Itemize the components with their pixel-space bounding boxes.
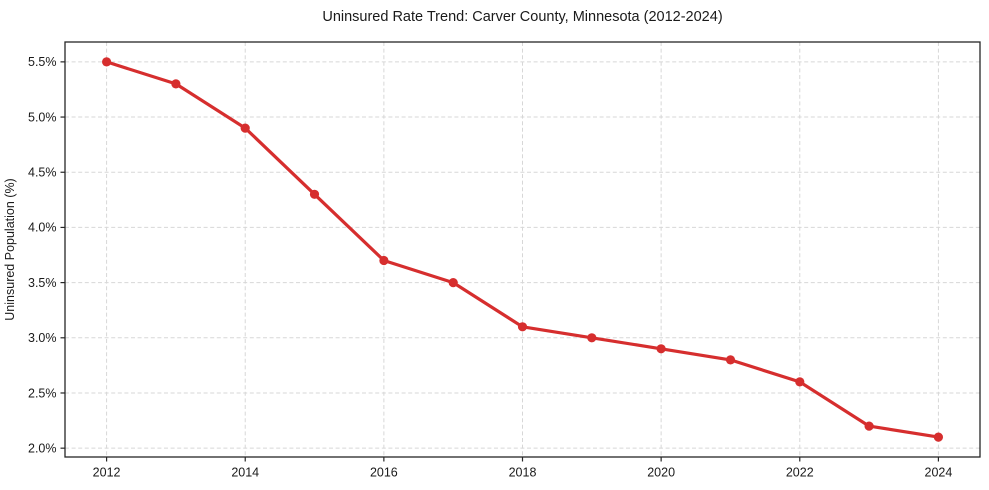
data-point <box>933 432 944 442</box>
x-tick-label: 2018 <box>509 466 537 480</box>
y-tick-label: 4.5% <box>28 166 57 180</box>
data-point <box>795 377 805 387</box>
data-point <box>448 278 458 288</box>
data-point <box>587 333 597 343</box>
grid-layer <box>65 42 980 457</box>
y-axis-title: Uninsured Population (%) <box>3 178 17 320</box>
data-point <box>725 355 736 365</box>
data-point <box>171 79 181 89</box>
y-tick-label: 3.5% <box>28 276 57 290</box>
y-tick-label: 4.0% <box>28 221 57 235</box>
data-point <box>309 189 320 199</box>
data-point <box>379 255 389 266</box>
data-point <box>517 322 528 332</box>
y-tick-label: 2.5% <box>28 386 57 400</box>
x-tick-label: 2024 <box>925 466 953 480</box>
data-point <box>656 344 666 354</box>
y-tick-label: 5.0% <box>28 110 57 124</box>
data-point <box>864 421 874 431</box>
x-tick-label: 2022 <box>786 466 814 480</box>
axes-layer: 2.0% 2.5% 3.0% 3.5% 4.0% 4.5% 5.0% 5.5% 2012 2014… <box>28 41 981 480</box>
data-point <box>102 57 112 67</box>
chart-title: Uninsured Rate Trend: Carver County, Min… <box>322 9 722 25</box>
y-tick-label: 2.0% <box>28 441 57 455</box>
x-tick-label: 2012 <box>93 466 121 480</box>
data-point <box>240 123 250 133</box>
y-tick-label: 3.0% <box>28 331 57 345</box>
x-tick-label: 2014 <box>231 466 259 480</box>
y-tick-label: 5.5% <box>28 55 57 69</box>
x-tick-label: 2020 <box>647 466 675 480</box>
x-tick-label: 2016 <box>370 466 398 480</box>
trend-line-series <box>102 57 944 442</box>
